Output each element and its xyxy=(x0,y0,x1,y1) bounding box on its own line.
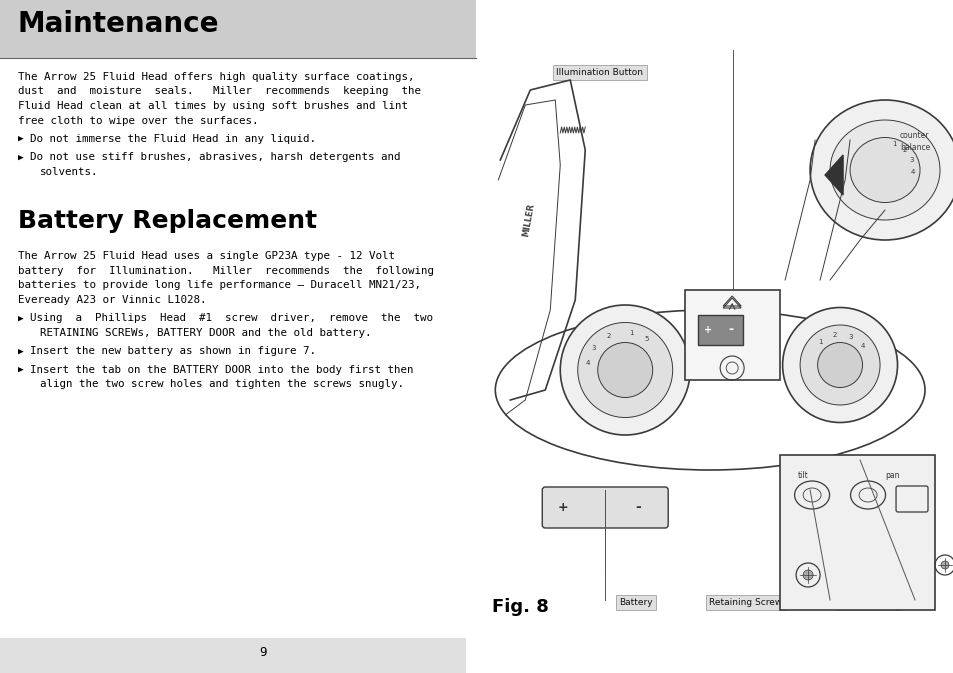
Text: 5: 5 xyxy=(644,336,648,342)
Text: Maintenance: Maintenance xyxy=(18,10,219,38)
Text: ▶: ▶ xyxy=(18,134,24,143)
Text: -: - xyxy=(727,324,733,336)
Text: ▶: ▶ xyxy=(18,314,24,322)
FancyBboxPatch shape xyxy=(780,455,934,610)
Text: MILLER: MILLER xyxy=(520,203,535,238)
Text: 2: 2 xyxy=(606,332,611,339)
Text: Fig. 8: Fig. 8 xyxy=(492,598,548,616)
Bar xyxy=(0,638,465,673)
Text: Battery Replacement: Battery Replacement xyxy=(18,209,316,234)
Text: Illumination Button: Illumination Button xyxy=(556,68,643,77)
FancyBboxPatch shape xyxy=(684,290,780,380)
Text: 4: 4 xyxy=(585,361,589,366)
Ellipse shape xyxy=(578,322,672,417)
Text: Battery Door: Battery Door xyxy=(838,598,896,607)
Text: 4: 4 xyxy=(860,343,864,349)
Text: ▶: ▶ xyxy=(18,365,24,374)
Text: 2: 2 xyxy=(902,147,906,153)
Ellipse shape xyxy=(829,120,939,220)
Text: 4: 4 xyxy=(910,170,914,176)
Text: -: - xyxy=(635,501,640,514)
Text: solvents.: solvents. xyxy=(40,167,98,177)
Text: balance: balance xyxy=(899,143,929,153)
Circle shape xyxy=(940,561,948,569)
Ellipse shape xyxy=(598,343,652,398)
Text: 3: 3 xyxy=(908,157,913,164)
Text: Insert the new battery as shown in figure 7.: Insert the new battery as shown in figur… xyxy=(30,347,315,357)
Text: pan: pan xyxy=(884,470,899,479)
Text: Retaining Screw: Retaining Screw xyxy=(709,598,781,607)
Text: 1: 1 xyxy=(891,141,896,147)
Text: batteries to provide long life performance – Duracell MN21/23,: batteries to provide long life performan… xyxy=(18,281,420,291)
Text: Using  a  Phillips  Head  #1  screw  driver,  remove  the  two: Using a Phillips Head #1 screw driver, r… xyxy=(30,314,433,324)
Text: ▶: ▶ xyxy=(18,347,24,355)
Text: Eveready A23 or Vinnic L1028.: Eveready A23 or Vinnic L1028. xyxy=(18,295,206,305)
Text: 2: 2 xyxy=(832,332,836,339)
Text: 1: 1 xyxy=(818,339,822,345)
Ellipse shape xyxy=(817,343,862,388)
Text: The Arrow 25 Fluid Head uses a single GP23A type - 12 Volt: The Arrow 25 Fluid Head uses a single GP… xyxy=(18,252,395,262)
Circle shape xyxy=(802,570,812,580)
Ellipse shape xyxy=(849,137,919,203)
Text: free cloth to wipe over the surfaces.: free cloth to wipe over the surfaces. xyxy=(18,116,258,125)
Ellipse shape xyxy=(809,100,953,240)
Text: Battery: Battery xyxy=(618,598,652,607)
Text: RETAINING SCREWs, BATTERY DOOR and the old battery.: RETAINING SCREWs, BATTERY DOOR and the o… xyxy=(40,328,371,338)
Text: 3: 3 xyxy=(847,334,852,340)
Bar xyxy=(0,0,475,58)
Text: counter: counter xyxy=(899,131,928,139)
Text: +: + xyxy=(557,501,567,514)
Ellipse shape xyxy=(800,325,879,405)
Text: ▶: ▶ xyxy=(18,153,24,162)
Text: +: + xyxy=(703,325,712,335)
Text: The Arrow 25 Fluid Head offers high quality surface coatings,: The Arrow 25 Fluid Head offers high qual… xyxy=(18,72,414,82)
Text: Do not immerse the Fluid Head in any liquid.: Do not immerse the Fluid Head in any liq… xyxy=(30,134,315,144)
Text: 3: 3 xyxy=(591,345,596,351)
Text: 1: 1 xyxy=(629,330,634,336)
Text: align the two screw holes and tighten the screws snugly.: align the two screw holes and tighten th… xyxy=(40,380,403,390)
Polygon shape xyxy=(824,155,842,195)
Text: Fluid Head clean at all times by using soft brushes and lint: Fluid Head clean at all times by using s… xyxy=(18,101,408,111)
Ellipse shape xyxy=(559,305,689,435)
Text: dust  and  moisture  seals.   Miller  recommends  keeping  the: dust and moisture seals. Miller recommen… xyxy=(18,87,420,96)
Text: 9: 9 xyxy=(259,646,266,659)
Ellipse shape xyxy=(781,308,897,423)
Text: Insert the tab on the BATTERY DOOR into the body first then: Insert the tab on the BATTERY DOOR into … xyxy=(30,365,413,375)
FancyBboxPatch shape xyxy=(698,315,742,345)
Text: Do not use stiff brushes, abrasives, harsh detergents and: Do not use stiff brushes, abrasives, har… xyxy=(30,153,400,162)
Text: battery  for  Illumination.   Miller  recommends  the  following: battery for Illumination. Miller recomme… xyxy=(18,266,434,276)
FancyBboxPatch shape xyxy=(541,487,667,528)
Text: tilt: tilt xyxy=(798,470,808,479)
